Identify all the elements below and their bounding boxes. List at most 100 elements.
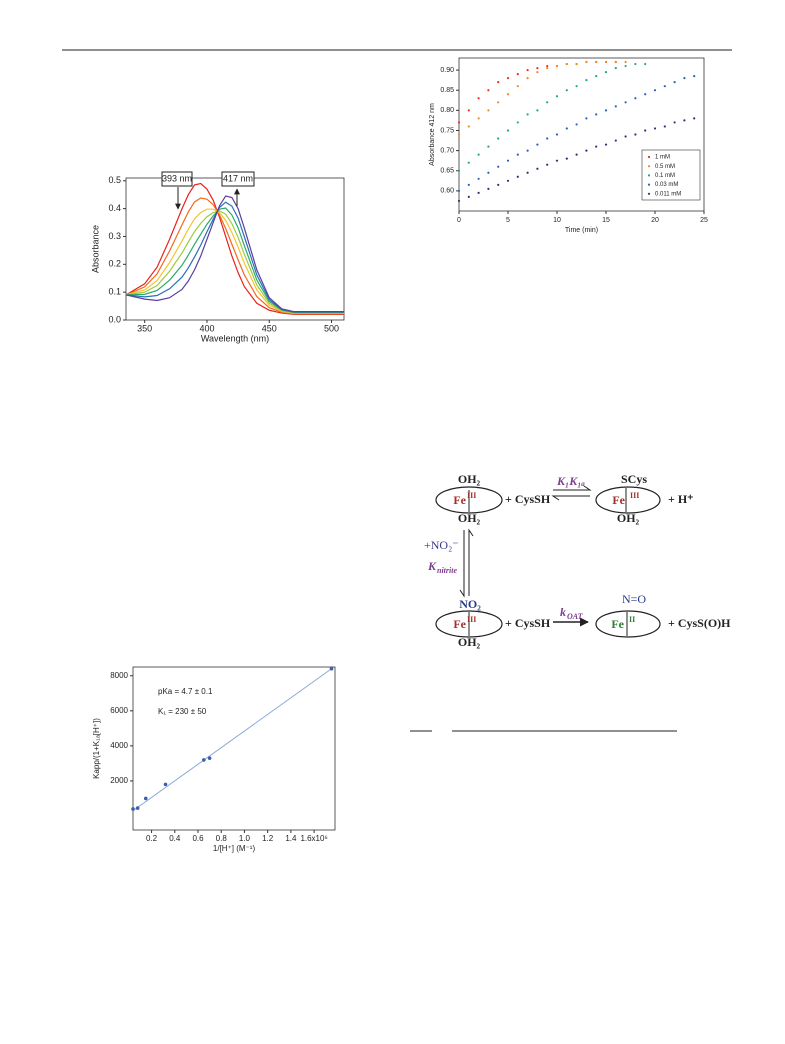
- data-point: [624, 60, 627, 64]
- reagent: + CysS(O)H: [668, 616, 731, 630]
- data-point: [565, 127, 568, 130]
- rate-label-subscript: OAT: [567, 612, 584, 621]
- x-tick-label: 1.2: [262, 834, 274, 843]
- x-axis-label: Time (min): [565, 227, 598, 234]
- x-tick-label: 450: [262, 323, 277, 333]
- spectrum-line: [125, 195, 344, 313]
- data-point: [575, 62, 578, 66]
- x-axis-label: 1/[H⁺] (M⁻¹): [213, 844, 256, 853]
- data-point: [516, 85, 519, 88]
- data-point: [487, 145, 490, 148]
- y-tick-label: 2000: [110, 776, 128, 785]
- y-tick-label: 0.75: [440, 127, 454, 134]
- porphyrin-ring: [435, 486, 503, 514]
- y-tick-label: 0.0: [108, 314, 121, 324]
- data-point: [457, 133, 461, 136]
- data-point: [477, 117, 480, 120]
- oxidation-state: III: [467, 615, 476, 624]
- spectrum-line: [125, 182, 344, 316]
- equilibrium-arrow: [551, 495, 590, 501]
- data-point: [624, 64, 627, 68]
- data-point: [585, 117, 588, 120]
- data-point: [644, 93, 647, 96]
- data-point: [487, 109, 490, 112]
- x-tick-label: 350: [137, 323, 152, 333]
- reagent-label: +NO₂⁻: [424, 538, 459, 552]
- data-point: [575, 85, 578, 88]
- x-tick-label: 20: [651, 217, 659, 224]
- data-point: [624, 135, 627, 138]
- y-tick-label: 0.85: [440, 87, 454, 94]
- data-point: [497, 183, 500, 186]
- legend-label: 0.5 mM: [655, 164, 675, 170]
- x-tick-label: 10: [553, 217, 561, 224]
- ligand: SCys: [621, 472, 647, 486]
- porphyrin-ring: [595, 486, 661, 514]
- data-point: [497, 101, 500, 104]
- data-point: [526, 113, 529, 116]
- data-point: [565, 62, 568, 66]
- y-tick-label: 0.5: [108, 175, 121, 185]
- legend-marker: [647, 155, 651, 159]
- y-axis-label: Absorbance: [90, 225, 100, 273]
- data-point: [506, 159, 510, 162]
- porphyrin-ring: [595, 610, 661, 638]
- data-point: [653, 127, 657, 130]
- data-point: [477, 191, 480, 194]
- data-point: [585, 79, 588, 82]
- equilibrium-arrow: [468, 528, 474, 596]
- equilibrium-arrow: [459, 530, 465, 598]
- legend-marker: [647, 174, 651, 177]
- data-point: [135, 806, 140, 810]
- legend-marker: [647, 165, 651, 168]
- x-tick-label: 0: [457, 217, 461, 224]
- data-point: [614, 60, 617, 64]
- data-point: [497, 137, 500, 140]
- data-point: [546, 64, 549, 68]
- plot-frame: [125, 177, 345, 321]
- data-point: [506, 179, 510, 182]
- data-point: [673, 81, 676, 84]
- x-tick-label: 1.4: [285, 834, 297, 843]
- x-tick-label: 400: [199, 323, 214, 333]
- legend-box: [641, 149, 701, 201]
- data-point: [477, 153, 480, 156]
- x-tick-label: 0.2: [146, 834, 158, 843]
- data-point: [497, 165, 500, 168]
- data-point: [467, 195, 470, 199]
- data-point: [614, 66, 617, 70]
- x-tick-label: 25: [700, 217, 708, 224]
- ligand: OH₂: [617, 511, 640, 525]
- data-point: [487, 187, 490, 190]
- legend-label: 1 mM: [655, 155, 670, 161]
- data-point: [575, 153, 578, 156]
- y-tick-label: 4000: [110, 741, 128, 750]
- annotation: 393 nm: [162, 173, 192, 183]
- annotation-box: [161, 171, 193, 187]
- rate-label: K₁K₁ₐ: [556, 474, 585, 488]
- rate-label-subscript: nitrite: [437, 566, 457, 575]
- spectrum-line: [125, 197, 344, 315]
- data-point: [683, 77, 686, 80]
- data-point: [516, 175, 519, 178]
- data-point: [555, 64, 559, 68]
- data-point: [644, 129, 647, 132]
- data-point: [546, 163, 549, 166]
- data-point: [506, 93, 510, 96]
- data-point: [477, 97, 480, 100]
- data-point: [163, 782, 168, 787]
- charts: 350 400 450 500 0.0 0.1 0.2 0.3 0.4 0.5 Wavelength…: [90, 57, 708, 853]
- data-point: [546, 101, 549, 104]
- data-point: [585, 60, 588, 64]
- data-point: [546, 66, 549, 70]
- x-tick-label: 1.6x10⁶: [300, 834, 327, 843]
- data-point: [467, 161, 470, 164]
- oxidation-state: II: [629, 615, 635, 624]
- metal: Fe: [611, 617, 624, 631]
- data-point: [467, 183, 470, 186]
- y-tick-label: 0.60: [440, 188, 454, 195]
- data-point: [546, 137, 549, 140]
- data-point: [536, 167, 539, 170]
- ligand: NO₂: [459, 597, 481, 611]
